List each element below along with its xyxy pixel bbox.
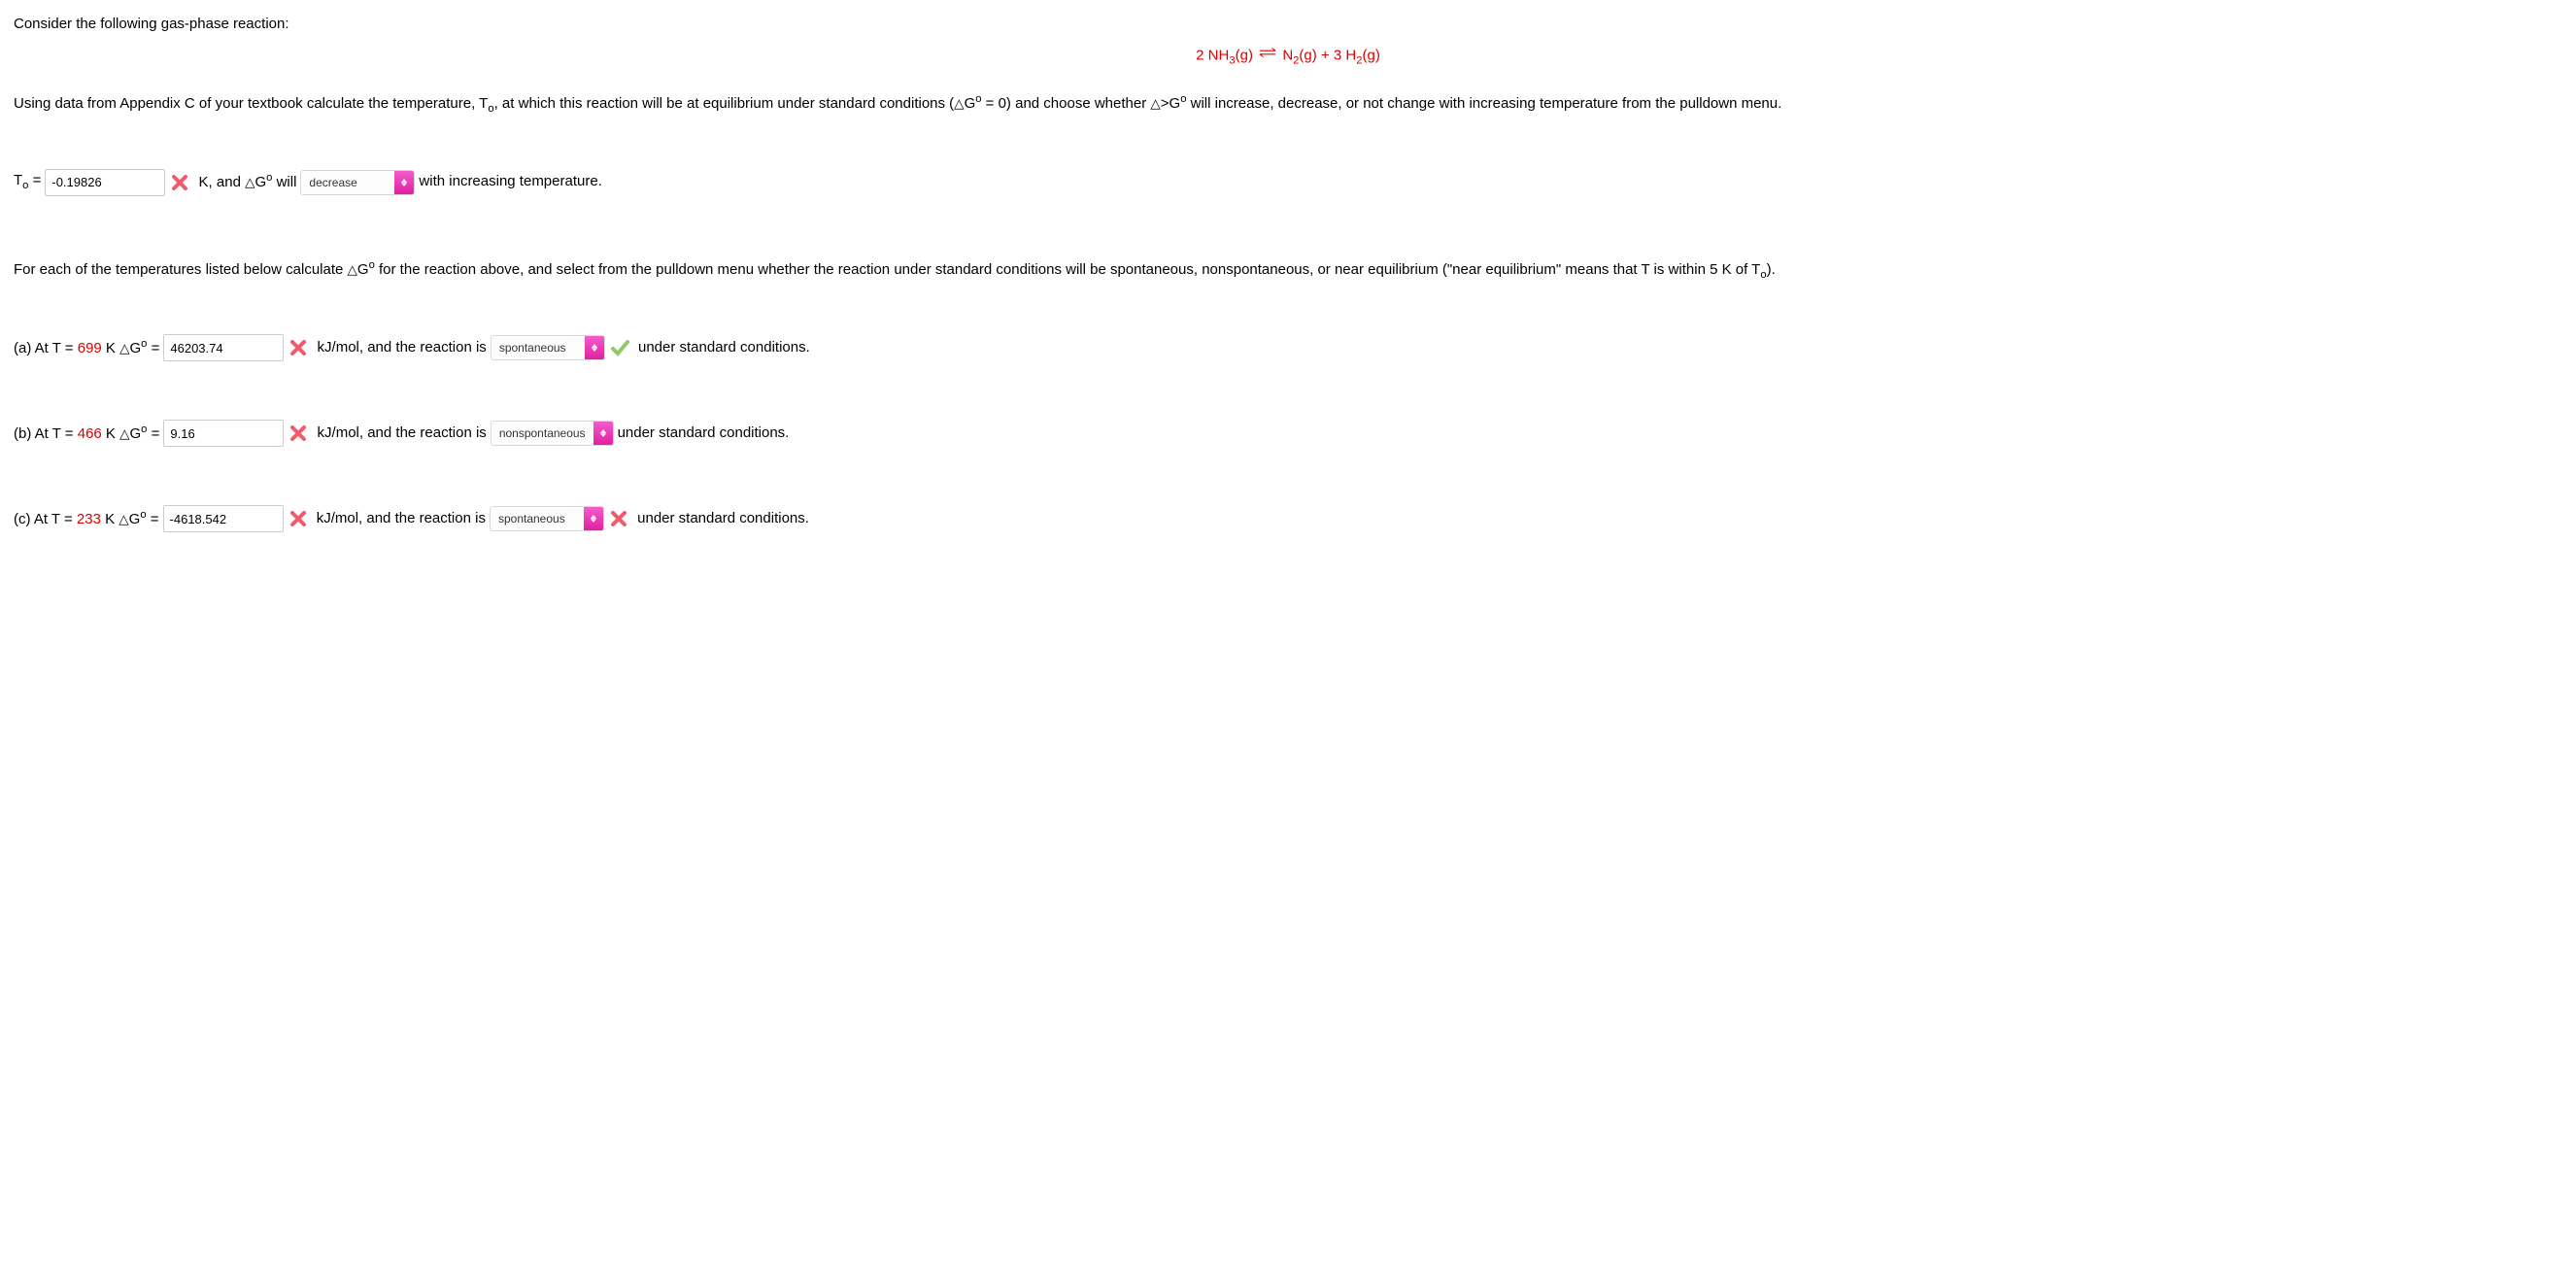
eq-lhs-state: (g): [1236, 47, 1253, 63]
delta-icon: △: [1150, 90, 1160, 117]
part-b-tail: under standard conditions.: [618, 423, 790, 445]
part-b-input[interactable]: [163, 420, 284, 447]
t0-units: K, and △Go will: [194, 170, 296, 194]
select-updown-icon: [593, 422, 613, 445]
prompt-2: For each of the temperatures listed belo…: [14, 254, 2562, 287]
part-a-tail: under standard conditions.: [634, 337, 810, 359]
t0-tail: with increasing temperature.: [419, 171, 601, 193]
eq-plus: +: [1317, 47, 1334, 63]
t0-will: will: [272, 174, 296, 190]
part-a-select[interactable]: spontaneous: [491, 335, 605, 360]
part-a-tail-txt: under standard conditions.: [638, 339, 810, 356]
wrong-icon: [169, 172, 190, 193]
t0-label-eq: =: [28, 172, 41, 188]
eq-lhs-coef: 2 NH: [1196, 47, 1229, 63]
intro-text: Consider the following gas-phase reactio…: [14, 14, 2562, 36]
t0-select[interactable]: decrease: [300, 170, 415, 195]
select-updown-icon: [585, 336, 604, 359]
prompt-1: Using data from Appendix C of your textb…: [14, 88, 2562, 120]
row-t0: To = K, and △Go will decrease with incre…: [14, 169, 2562, 196]
delta-icon: △: [954, 90, 964, 117]
part-b-tail-txt: under standard conditions.: [618, 424, 790, 441]
part-b-post: K: [102, 425, 119, 442]
part-c-temp: 233: [77, 511, 101, 527]
row-part-a: (a) At T = 699 K △Go = kJ/mol, and the r…: [14, 334, 2562, 361]
part-b-label-txt: (b) At T =: [14, 425, 78, 442]
part-b-units-txt: kJ/mol, and the reaction is: [318, 424, 487, 441]
delta-icon: △: [119, 424, 129, 444]
part-a-label: (a) At T = 699 K △Go =: [14, 336, 159, 360]
part-c-input[interactable]: [163, 505, 284, 532]
reaction-equation: 2 NH3(g) N2(g) + 3 H2(g): [14, 44, 2562, 70]
equilibrium-arrow-icon: [1257, 44, 1278, 69]
part-c-label: (c) At T = 233 K △Go =: [14, 507, 159, 531]
part-a-temp: 699: [78, 340, 102, 356]
part-c-tail: under standard conditions.: [633, 508, 809, 530]
part-a-post: K: [102, 340, 119, 356]
t0-label: To =: [14, 170, 41, 194]
wrong-icon: [608, 508, 629, 529]
eq-rhs-h-state: (g): [1362, 47, 1379, 63]
part-c-select[interactable]: spontaneous: [490, 506, 604, 531]
prompt1-c: will increase, decrease, or not change w…: [1186, 95, 1781, 112]
t0-label-a: T: [14, 172, 22, 188]
part-c-eq: =: [147, 511, 159, 527]
t0-select-label: decrease: [301, 171, 394, 194]
part-a-label-txt: (a) At T =: [14, 340, 78, 356]
delta-icon: △: [245, 173, 254, 192]
delta-icon: △: [119, 510, 128, 529]
t0-input[interactable]: [45, 169, 165, 196]
wrong-icon: [288, 423, 309, 444]
prompt1-deltaG-eq: = 0) and choose whether: [982, 95, 1151, 112]
select-updown-icon: [394, 171, 414, 194]
part-c-units: kJ/mol, and the reaction is: [313, 508, 486, 530]
prompt1-b: , at which this reaction will be at equi…: [494, 95, 955, 112]
part-c-label-txt: (c) At T =: [14, 511, 77, 527]
row-part-c: (c) At T = 233 K △Go = kJ/mol, and the r…: [14, 505, 2562, 532]
part-a-input[interactable]: [163, 334, 284, 361]
part-c-tail-txt: under standard conditions.: [637, 510, 809, 526]
correct-icon: [609, 337, 630, 358]
part-b-units: kJ/mol, and the reaction is: [313, 423, 486, 445]
part-a-select-label: spontaneous: [491, 336, 585, 359]
prompt1-a: Using data from Appendix C of your textb…: [14, 95, 488, 112]
prompt2-c: ).: [1767, 261, 1776, 278]
t0-units-txt: K, and: [199, 174, 246, 190]
part-b-eq: =: [147, 425, 159, 442]
part-b-label: (b) At T = 466 K △Go =: [14, 422, 159, 446]
eq-rhs-n-state: (g): [1299, 47, 1316, 63]
part-b-select-label: nonspontaneous: [491, 422, 593, 445]
part-b-temp: 466: [78, 425, 102, 442]
delta-icon: △: [119, 339, 129, 358]
wrong-icon: [288, 337, 309, 358]
part-a-units-txt: kJ/mol, and the reaction is: [318, 339, 487, 356]
select-updown-icon: [584, 507, 603, 530]
prompt2-b: for the reaction above, and select from …: [375, 261, 1760, 278]
part-c-units-txt: kJ/mol, and the reaction is: [317, 510, 486, 526]
part-c-select-label: spontaneous: [491, 507, 584, 530]
wrong-icon: [288, 508, 309, 529]
eq-rhs-h-coef: 3 H: [1334, 47, 1356, 63]
part-c-post: K: [101, 511, 119, 527]
delta-icon: △: [348, 256, 357, 283]
part-a-units: kJ/mol, and the reaction is: [313, 337, 486, 359]
prompt2-a: For each of the temperatures listed belo…: [14, 261, 348, 278]
part-a-eq: =: [147, 340, 159, 356]
part-b-select[interactable]: nonspontaneous: [491, 421, 614, 446]
row-part-b: (b) At T = 466 K △Go = kJ/mol, and the r…: [14, 420, 2562, 447]
eq-rhs-n: N: [1282, 47, 1293, 63]
